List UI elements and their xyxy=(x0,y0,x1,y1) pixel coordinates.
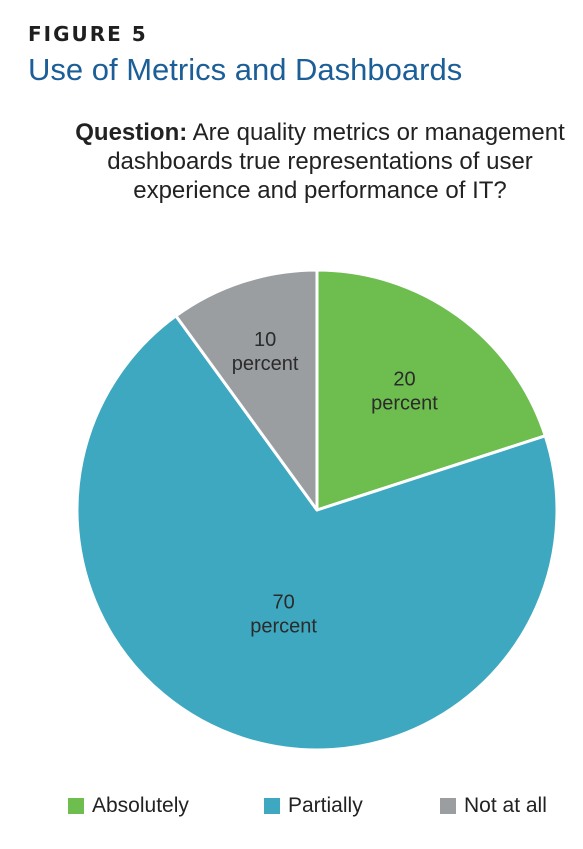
legend-item-absolutely: Absolutely xyxy=(68,794,189,818)
figure-title: Use of Metrics and Dashboards xyxy=(28,52,463,87)
legend-item-partially: Partially xyxy=(264,794,363,818)
legend-swatch xyxy=(440,798,456,814)
data-label-value: 10 xyxy=(254,329,276,351)
legend-label: Partially xyxy=(288,794,363,817)
chart-legend: Absolutely Partially Not at all xyxy=(68,794,563,822)
legend-swatch xyxy=(264,798,280,814)
pie-slice-absolutely xyxy=(315,268,547,512)
pie-slice-not-at-all xyxy=(174,268,319,512)
pie-slice-partially xyxy=(75,314,559,752)
figure-label: FIGURE 5 xyxy=(28,22,148,46)
data-label-unit: percent xyxy=(232,353,299,375)
data-label-value: 70 xyxy=(272,592,294,614)
legend-item-not-at-all: Not at all xyxy=(440,794,547,818)
data-label-unit: percent xyxy=(250,616,317,638)
chart-question: Question: Are quality metrics or managem… xyxy=(60,118,580,205)
data-label-unit: percent xyxy=(371,393,438,415)
legend-label: Not at all xyxy=(464,794,547,817)
question-text: Are quality metrics or management dashbo… xyxy=(107,119,565,204)
data-label-value: 20 xyxy=(393,369,415,391)
legend-label: Absolutely xyxy=(92,794,189,817)
legend-swatch xyxy=(68,798,84,814)
question-prefix: Question: xyxy=(75,119,188,146)
